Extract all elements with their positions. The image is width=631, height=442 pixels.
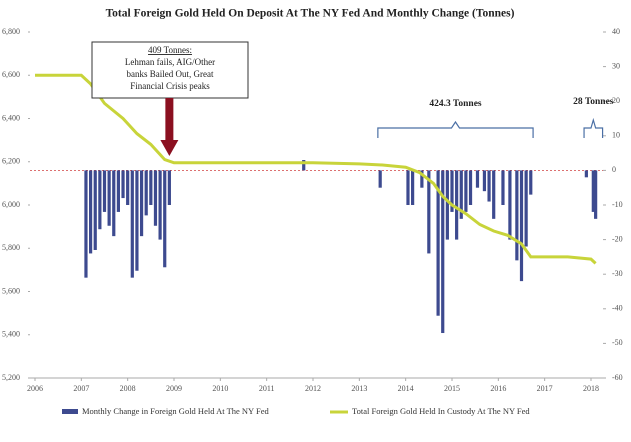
x-tick-label: 2008 — [120, 384, 136, 393]
bar — [420, 170, 424, 188]
annotation-text: Financial Crisis peaks — [130, 81, 210, 91]
bar — [93, 170, 97, 250]
y2-tick-label: -20 — [612, 234, 623, 243]
bar — [116, 170, 120, 212]
legend-swatch — [62, 409, 78, 414]
x-tick-label: 2018 — [583, 384, 599, 393]
y-tick-label: 6,200 — [2, 157, 20, 166]
x-tick-label: 2012 — [305, 384, 321, 393]
bar — [102, 170, 107, 212]
annotation-arrow-head — [160, 140, 179, 156]
bar — [149, 170, 153, 205]
annotation-text: 409 Tonnes: — [148, 45, 192, 55]
y-tick-label: 6,000 — [2, 200, 20, 209]
y2-tick-label: 10 — [612, 131, 620, 140]
legend-label: Total Foreign Gold Held In Custody At Th… — [352, 406, 530, 416]
bar — [468, 170, 473, 205]
bar — [515, 170, 519, 261]
bar — [112, 170, 116, 237]
y2-tick-label: 40 — [612, 27, 620, 36]
x-tick-label: 2006 — [27, 384, 43, 393]
bar — [584, 170, 588, 178]
x-tick-label: 2015 — [444, 384, 460, 393]
x-tick-label: 2009 — [166, 384, 182, 393]
y-tick-label: 6,600 — [2, 70, 20, 79]
legend-label: Monthly Change in Foreign Gold Held At T… — [82, 406, 270, 416]
bar — [98, 170, 102, 230]
bar — [378, 170, 382, 188]
bar — [492, 170, 496, 219]
annotation-text: 28 Tonnes — [573, 97, 614, 107]
y-tick-label: 5,600 — [2, 286, 20, 295]
bar — [167, 170, 171, 205]
annotation-text: 424.3 Tonnes — [429, 99, 482, 109]
bar — [487, 170, 491, 202]
bar — [406, 170, 410, 205]
bar — [302, 160, 306, 171]
x-tick-label: 2007 — [73, 384, 89, 393]
bar — [153, 170, 158, 226]
bar — [455, 170, 459, 240]
bar — [445, 170, 449, 240]
bar — [84, 170, 88, 278]
bar — [135, 170, 139, 271]
bar — [464, 170, 468, 212]
bar — [89, 170, 93, 254]
bar — [482, 170, 487, 192]
bar — [519, 170, 524, 282]
bar — [436, 170, 440, 316]
y-tick-label: 5,800 — [2, 243, 20, 252]
bar — [501, 170, 505, 205]
y2-tick-label: -10 — [612, 200, 623, 209]
annotation-text: Lehman fails, AIG/Other — [125, 57, 215, 67]
y2-tick-label: -50 — [612, 338, 623, 347]
bar — [591, 170, 595, 212]
bracket — [377, 120, 534, 138]
bar — [144, 170, 148, 216]
y-tick-label: 6,400 — [2, 113, 20, 122]
bar — [158, 170, 162, 240]
x-tick-label: 2014 — [398, 384, 414, 393]
x-tick-label: 2013 — [351, 384, 367, 393]
bar — [594, 170, 598, 219]
bar — [441, 170, 445, 334]
bar — [508, 170, 512, 240]
bar — [411, 170, 415, 205]
bar — [126, 170, 130, 205]
y-tick-label: 6,800 — [2, 27, 20, 36]
annotation-arrow-shaft — [165, 98, 174, 140]
bar — [163, 170, 167, 268]
bar — [529, 170, 533, 195]
bar — [459, 170, 463, 219]
x-tick-label: 2017 — [537, 384, 553, 393]
y2-tick-label: -30 — [612, 269, 623, 278]
bar — [139, 170, 144, 237]
y-tick-label: 5,200 — [2, 373, 20, 382]
y2-tick-label: -60 — [612, 373, 623, 382]
y-tick-label: 5,400 — [2, 330, 20, 339]
bar — [121, 170, 125, 199]
x-tick-label: 2010 — [212, 384, 228, 393]
chart-title: Total Foreign Gold Held On Deposit At Th… — [106, 8, 515, 20]
y2-tick-label: -40 — [612, 304, 623, 313]
bar — [107, 170, 111, 226]
x-tick-label: 2011 — [259, 384, 275, 393]
bar — [130, 170, 134, 278]
line — [35, 73, 597, 265]
y2-tick-label: 30 — [612, 61, 620, 70]
bar — [450, 170, 454, 212]
x-tick-label: 2016 — [490, 384, 506, 393]
bar — [475, 170, 480, 188]
bar — [524, 170, 528, 247]
bar — [427, 170, 431, 254]
bracket — [583, 117, 604, 138]
annotation-box — [91, 41, 249, 99]
annotation-text: banks Bailed Out, Great — [127, 69, 214, 79]
y2-tick-label: 0 — [612, 165, 616, 174]
y2-tick-label: 20 — [612, 96, 620, 105]
